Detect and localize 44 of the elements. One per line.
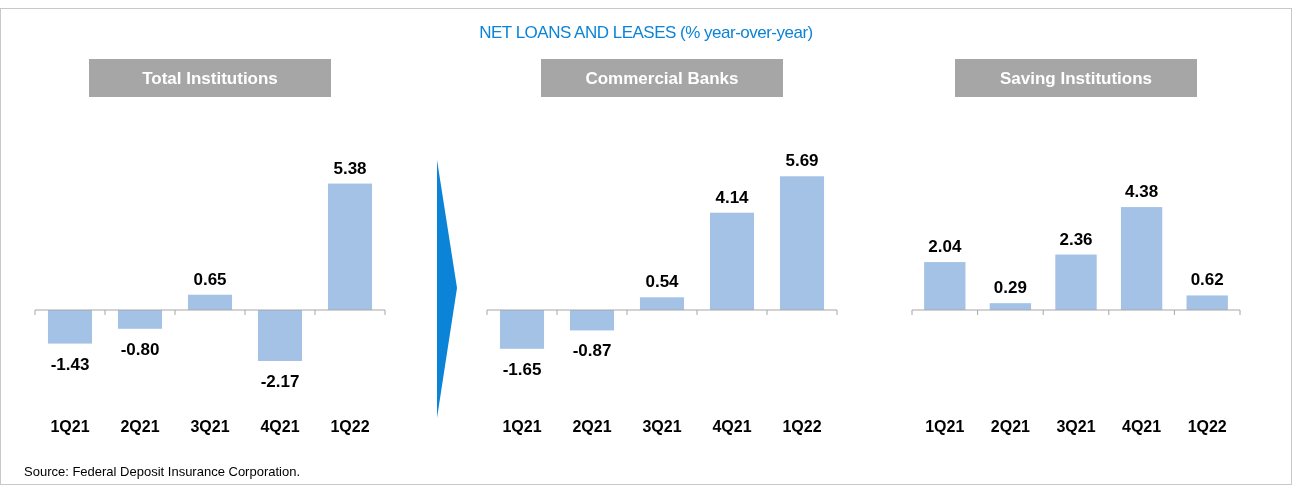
data-label: 0.29 [993, 278, 1027, 298]
bar [569, 310, 615, 331]
x-tick-label: 3Q21 [642, 418, 682, 435]
x-tick-label: 1Q21 [502, 418, 542, 435]
data-label: 5.38 [333, 158, 367, 178]
x-tick-label: 3Q21 [190, 418, 230, 435]
x-tick-label: 4Q21 [260, 418, 300, 435]
bar [779, 176, 825, 310]
x-tick-label: 2Q21 [120, 418, 160, 435]
data-label: 4.38 [1125, 182, 1159, 202]
data-label: 0.62 [1190, 270, 1224, 290]
data-label: -0.80 [120, 339, 160, 359]
x-tick-label: 1Q22 [782, 418, 822, 435]
data-label: -1.65 [502, 359, 542, 379]
chart-title: Commercial Banks [585, 69, 739, 88]
x-tick-label: 1Q22 [1187, 418, 1227, 435]
data-label: 2.04 [928, 237, 962, 257]
chart-title: Saving Institutions [999, 69, 1153, 88]
x-tick-label: 1Q22 [330, 418, 370, 435]
text: NET LOANS AND LEASES (% year-over-year) [479, 23, 813, 42]
data-label: -2.17 [260, 371, 300, 391]
x-tick-label: 2Q21 [572, 418, 612, 435]
bar [1055, 254, 1097, 310]
data-label: -0.87 [572, 341, 612, 361]
x-tick-label: 3Q21 [1056, 418, 1096, 435]
bar [1186, 295, 1228, 310]
bar [709, 212, 755, 310]
data-label: 2.36 [1059, 229, 1093, 249]
bar [639, 297, 685, 310]
x-tick-label: 2Q21 [990, 418, 1031, 435]
x-tick-label: 1Q21 [925, 418, 965, 435]
x-tick-label: 4Q21 [1122, 418, 1162, 435]
data-label: 0.54 [645, 272, 680, 292]
bar [499, 310, 545, 349]
source-note: Source: Federal Deposit Insurance Corporation. [24, 464, 301, 479]
data-label: 0.65 [193, 269, 227, 289]
x-tick-label: 1Q21 [50, 418, 90, 435]
x-tick-label: 4Q21 [712, 418, 752, 435]
data-label: 4.14 [715, 187, 750, 207]
bar [924, 262, 966, 310]
data-label: -1.43 [50, 354, 90, 374]
data-label: 5.69 [785, 151, 819, 171]
bar [1120, 207, 1163, 310]
chart-title: Total Institutions [142, 69, 278, 88]
